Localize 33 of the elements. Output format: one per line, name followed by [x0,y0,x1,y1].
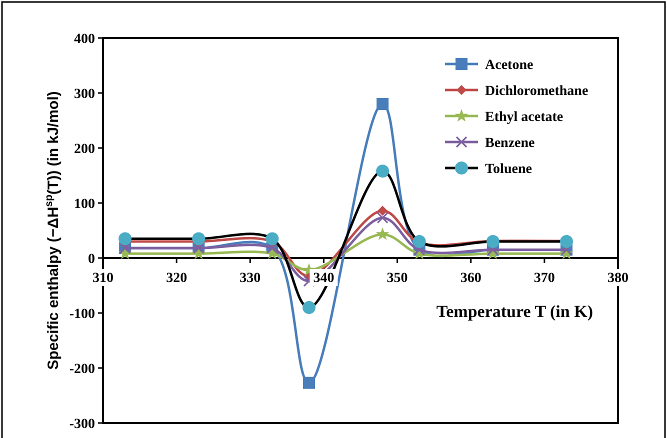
point [303,376,315,389]
y-tick-label: -300 [69,417,95,432]
point [302,301,316,314]
legend-label: Acetone [485,58,534,73]
point [376,227,390,240]
point [376,212,388,224]
legend-label: Benzene [485,136,535,151]
point [118,232,132,246]
point [412,235,426,248]
y-tick-label: -100 [69,307,95,322]
point [376,164,390,178]
x-tick-label: 380 [608,271,628,286]
x-tick-label: 320 [166,271,188,286]
x-axis-title: Temperature T (in K) [436,302,593,321]
y-tick-label: 100 [74,197,95,212]
y-tick-label: 300 [74,87,95,102]
point [266,232,279,246]
y-tick-label: -200 [69,362,95,377]
x-tick-label: 340 [313,271,334,286]
legend-label: Dichloromethane [485,84,588,99]
y-tick-label: 0 [88,252,95,267]
point [376,98,389,110]
point [192,232,206,246]
x-tick-label: 330 [240,271,261,286]
x-tick-label: 370 [534,271,555,286]
point [378,206,388,216]
x-tick-label: 360 [460,271,482,286]
legend-label: Ethyl acetate [485,110,564,125]
y-tick-label: 400 [74,32,95,47]
x-tick-label: 310 [92,271,114,286]
y-tick-label: 200 [74,142,95,157]
x-tick-label: 350 [386,271,408,286]
legend-label: Toluene [485,162,532,177]
